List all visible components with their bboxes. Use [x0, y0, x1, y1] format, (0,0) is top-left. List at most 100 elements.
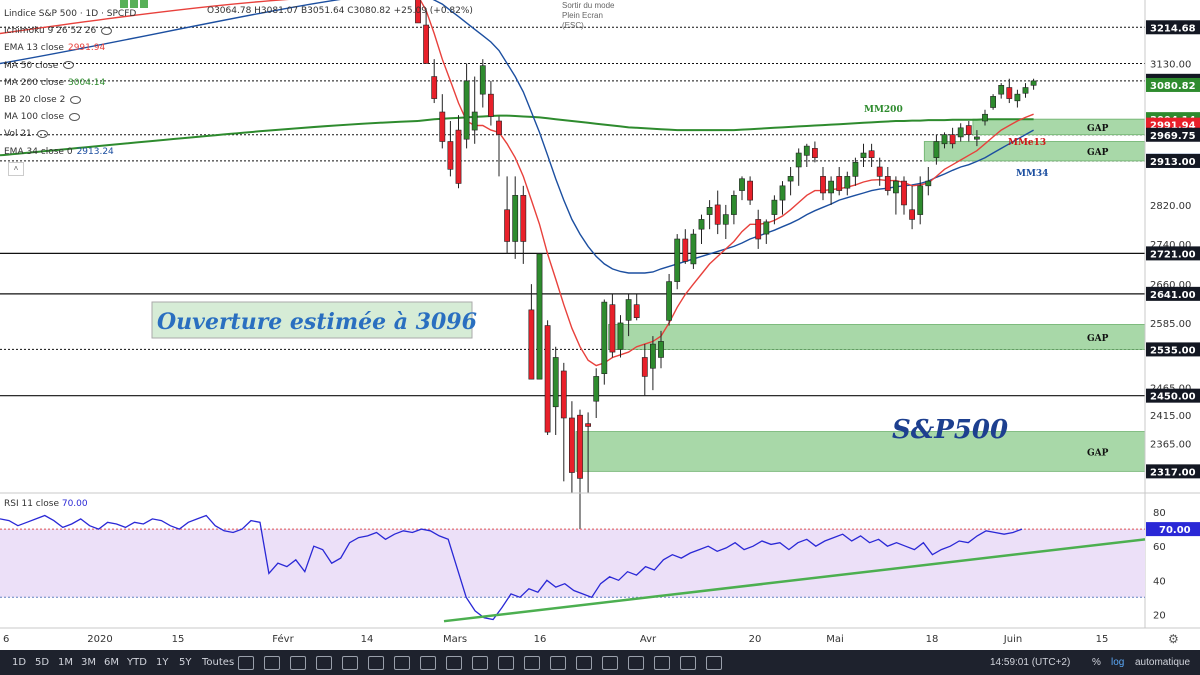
rsi-trendline[interactable]	[443, 538, 1146, 623]
candle-body[interactable]	[860, 152, 867, 158]
hidden-eye-icon[interactable]	[36, 129, 48, 138]
candle-body[interactable]	[593, 376, 600, 402]
candle-body[interactable]	[682, 238, 689, 262]
indicator-row[interactable]: Ichimoku 9 26 52 26	[4, 23, 136, 40]
candle-body[interactable]	[504, 209, 510, 242]
candle-body[interactable]	[892, 180, 899, 194]
toolbar-chip[interactable]	[140, 0, 148, 8]
candle-body[interactable]	[836, 176, 843, 191]
candle-body[interactable]	[520, 195, 527, 242]
candle-body[interactable]	[787, 176, 794, 182]
candle-body[interactable]	[487, 93, 494, 117]
drawing-tool-icon[interactable]	[290, 656, 306, 670]
candle-body[interactable]	[633, 304, 640, 318]
drawing-tool-icon[interactable]	[498, 656, 514, 670]
candle-body[interactable]	[949, 134, 956, 145]
gap-zone[interactable]	[575, 431, 1146, 472]
candle-body[interactable]	[973, 136, 980, 140]
drawing-tool-icon[interactable]	[264, 656, 280, 670]
drawing-tool-icon[interactable]	[706, 656, 722, 670]
candle-body[interactable]	[998, 85, 1005, 95]
candle-body[interactable]	[496, 120, 502, 135]
candle-body[interactable]	[820, 176, 826, 194]
drawing-tool-icon[interactable]	[342, 656, 358, 670]
candle-body[interactable]	[447, 141, 454, 170]
candle-body[interactable]	[747, 180, 753, 201]
candle-body[interactable]	[544, 325, 551, 433]
candle-body[interactable]	[901, 180, 907, 206]
drawing-tool-icon[interactable]	[472, 656, 488, 670]
settings-gear-icon[interactable]: ⚙	[1168, 632, 1179, 646]
candle-body[interactable]	[649, 343, 656, 369]
candle-body[interactable]	[982, 113, 988, 122]
indicator-row[interactable]: EMA 34 close 0 2913.24	[4, 144, 136, 161]
candle-body[interactable]	[917, 185, 924, 215]
hidden-eye-icon[interactable]	[101, 26, 113, 35]
candle-body[interactable]	[795, 152, 802, 168]
top-buttons[interactable]	[120, 0, 150, 10]
candle-body[interactable]	[471, 111, 478, 131]
candle-body[interactable]	[568, 417, 575, 473]
hidden-eye-icon[interactable]	[70, 95, 82, 104]
candle-body[interactable]	[722, 214, 729, 225]
candle-body[interactable]	[755, 219, 762, 240]
candle-body[interactable]	[625, 299, 632, 321]
timeframe-3m[interactable]: 3M	[81, 657, 96, 668]
candle-body[interactable]	[941, 134, 948, 145]
candle-body[interactable]	[876, 166, 883, 177]
auto-toggle[interactable]: automatique	[1135, 657, 1191, 668]
candle-body[interactable]	[658, 341, 664, 358]
candle-body[interactable]	[779, 185, 786, 201]
drawing-tool-icon[interactable]	[628, 656, 644, 670]
candle-body[interactable]	[706, 207, 713, 215]
candle-body[interactable]	[423, 24, 429, 64]
timeframe-1y[interactable]: 1Y	[156, 657, 169, 668]
indicator-row[interactable]: BB 20 close 2	[4, 92, 136, 109]
drawing-tool-icon[interactable]	[550, 656, 566, 670]
drawing-tool-icon[interactable]	[654, 656, 670, 670]
candle-body[interactable]	[601, 301, 608, 375]
candle-body[interactable]	[771, 199, 778, 215]
candle-body[interactable]	[957, 127, 964, 138]
drawing-tool-icon[interactable]	[446, 656, 462, 670]
toolbar-chip[interactable]	[130, 0, 138, 8]
gap-zone[interactable]	[608, 324, 1146, 350]
candle-body[interactable]	[577, 414, 583, 479]
candle-body[interactable]	[528, 309, 535, 380]
drawing-tool-icon[interactable]	[524, 656, 540, 670]
candle-body[interactable]	[415, 0, 421, 24]
candle-body[interactable]	[739, 178, 745, 191]
candle-body[interactable]	[828, 180, 834, 194]
drawing-tool-icon[interactable]	[238, 656, 254, 670]
candle-body[interactable]	[844, 176, 851, 189]
candle-body[interactable]	[641, 357, 648, 377]
candle-body[interactable]	[698, 219, 705, 230]
candle-body[interactable]	[763, 221, 770, 235]
candle-body[interactable]	[552, 357, 559, 408]
drawing-tool-icon[interactable]	[316, 656, 332, 670]
drawing-tool-icon[interactable]	[394, 656, 410, 670]
candle-body[interactable]	[1006, 87, 1013, 99]
percent-toggle[interactable]: %	[1092, 657, 1101, 668]
indicator-row[interactable]: MA 200 close 3004.14	[4, 75, 136, 92]
candle-body[interactable]	[560, 370, 567, 419]
candle-body[interactable]	[1022, 87, 1029, 94]
candle-body[interactable]	[933, 141, 940, 158]
candle-body[interactable]	[730, 195, 737, 215]
indicator-row[interactable]: Vol 21	[4, 126, 136, 143]
candle-body[interactable]	[439, 111, 446, 142]
candle-body[interactable]	[1014, 93, 1021, 102]
candle-body[interactable]	[990, 96, 996, 108]
drawing-tool-icon[interactable]	[420, 656, 436, 670]
candle-body[interactable]	[674, 238, 681, 282]
hidden-eye-icon[interactable]	[69, 112, 81, 121]
candle-body[interactable]	[909, 209, 915, 220]
candle-body[interactable]	[925, 180, 932, 187]
timeframe-5d[interactable]: 5D	[35, 657, 50, 668]
candle-body[interactable]	[479, 65, 486, 95]
drawing-tool-icon[interactable]	[680, 656, 696, 670]
indicator-row[interactable]: EMA 13 close 2991.94	[4, 40, 136, 57]
candle-body[interactable]	[690, 233, 697, 265]
timeframe-6m[interactable]: 6M	[104, 657, 119, 668]
candle-body[interactable]	[463, 80, 470, 140]
